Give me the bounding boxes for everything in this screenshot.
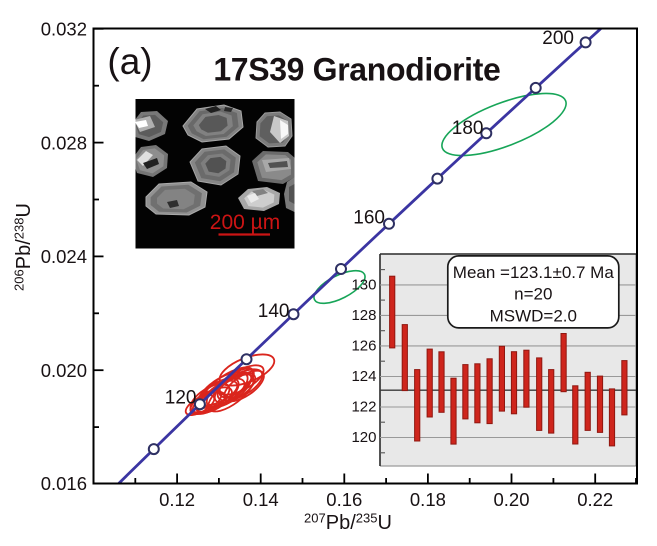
svg-text:0.20: 0.20 — [493, 489, 529, 510]
svg-text:17S39 Granodiorite: 17S39 Granodiorite — [213, 52, 500, 88]
svg-text:0.22: 0.22 — [577, 489, 613, 510]
svg-text:n=20: n=20 — [514, 285, 552, 304]
svg-text:200 µm: 200 µm — [210, 211, 280, 234]
svg-text:(a): (a) — [107, 41, 152, 82]
svg-text:128: 128 — [351, 307, 376, 324]
svg-text:140: 140 — [258, 301, 290, 322]
svg-text:200: 200 — [542, 28, 574, 49]
svg-text:124: 124 — [351, 368, 376, 385]
svg-text:0.016: 0.016 — [41, 473, 87, 494]
svg-text:0.028: 0.028 — [41, 132, 87, 153]
svg-text:0.16: 0.16 — [326, 489, 362, 510]
svg-text:126: 126 — [351, 337, 376, 354]
svg-text:0.18: 0.18 — [410, 489, 446, 510]
svg-text:MSWD=2.0: MSWD=2.0 — [490, 306, 577, 325]
svg-text:0.14: 0.14 — [243, 489, 279, 510]
svg-text:120: 120 — [165, 388, 197, 409]
svg-text:180: 180 — [452, 118, 484, 139]
svg-text:122: 122 — [351, 399, 376, 416]
svg-text:0.032: 0.032 — [41, 19, 87, 40]
svg-text:Mean =123.1±0.7 Ma: Mean =123.1±0.7 Ma — [453, 263, 615, 282]
svg-text:0.024: 0.024 — [41, 246, 87, 267]
svg-text:0.12: 0.12 — [159, 489, 195, 510]
svg-text:130: 130 — [351, 276, 376, 293]
svg-text:160: 160 — [353, 208, 385, 229]
svg-text:206Pb/238U: 206Pb/238U — [12, 203, 36, 291]
svg-text:0.020: 0.020 — [41, 360, 87, 381]
svg-text:120: 120 — [351, 429, 376, 446]
svg-text:207Pb/235U: 207Pb/235U — [304, 511, 392, 535]
